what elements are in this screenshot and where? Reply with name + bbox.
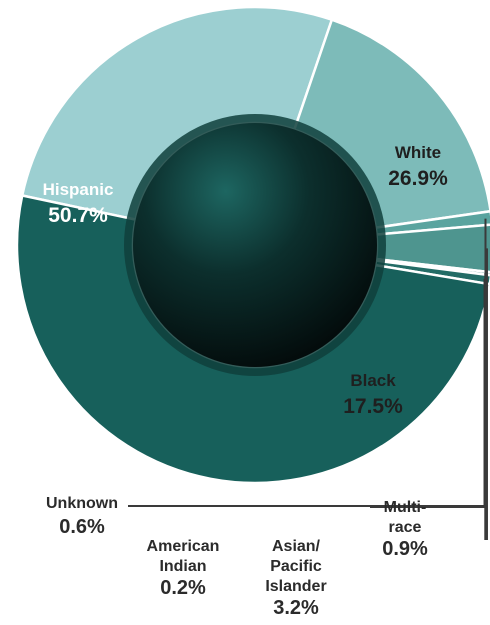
value-label: 17.5% bbox=[343, 395, 403, 418]
value-label: 3.2% bbox=[273, 597, 319, 619]
label-asian-pacific-islander: Asian/Pacific Islander 3.2% bbox=[265, 538, 326, 619]
label-white: White 26.9% bbox=[388, 143, 448, 190]
value-label: 0.6% bbox=[59, 516, 105, 538]
value-label: 26.9% bbox=[388, 167, 448, 190]
value-label: 0.2% bbox=[160, 577, 206, 599]
label-multi-race: Multi-race 0.9% bbox=[382, 499, 428, 560]
value-label: 0.9% bbox=[382, 538, 428, 560]
value-label: 50.7% bbox=[48, 204, 108, 227]
center-hole bbox=[133, 123, 377, 367]
leader-line bbox=[370, 218, 487, 508]
label-unknown: Unknown 0.6% bbox=[46, 495, 118, 538]
label-hispanic: Hispanic 50.7% bbox=[43, 180, 114, 227]
label-black: Black 17.5% bbox=[343, 371, 403, 418]
label-american-indian: American Indian 0.2% bbox=[147, 538, 220, 599]
